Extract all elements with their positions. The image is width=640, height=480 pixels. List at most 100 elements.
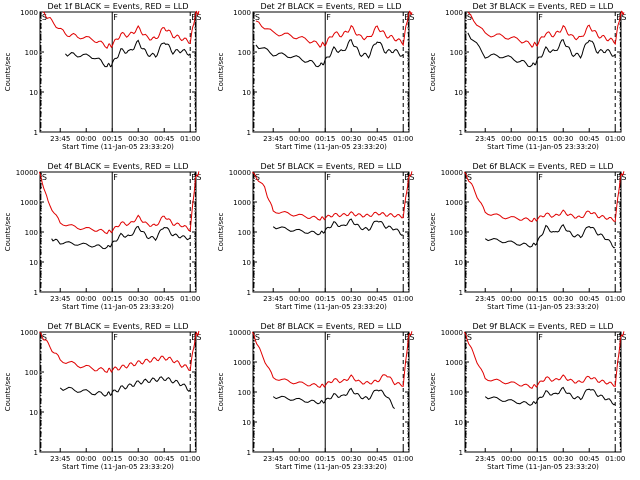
x-tick-label: 23:45 [263,295,283,303]
panel-title: Det 9f BLACK = Events, RED = LLD [472,322,613,331]
x-tick-label: 23:45 [50,135,70,143]
y-tick-label: 100 [450,389,463,397]
x-tick-label: 00:30 [128,135,148,143]
x-tick-label: 01:00 [393,455,413,463]
events-series-line [467,32,616,68]
y-axis-label: Counts/sec [217,373,225,412]
x-tick-label: 23:45 [475,135,495,143]
x-tick-label: 00:45 [579,455,599,463]
panel-title: Det 4f BLACK = Events, RED = LLD [47,162,188,171]
x-tick-label: 00:45 [154,455,174,463]
y-tick-label: 10000 [441,329,463,337]
events-series-line [484,224,616,249]
panel-7: Det 7f BLACK = Events, RED = LLD Counts/s… [4,322,202,471]
event-marker-label: S [409,173,414,182]
event-marker-label: E [191,333,196,342]
y-tick-label: 1 [459,129,463,137]
x-tick-label: 00:00 [501,295,521,303]
plot-frame [464,331,622,453]
event-marker-label: F [113,333,118,342]
x-tick-label: 00:15 [315,135,335,143]
x-axis-label: Start Time (11-Jan-05 23:33:20) [62,143,174,151]
y-tick-label: 100 [238,49,251,57]
event-marker-label: F [538,173,543,182]
y-tick-label: 10 [242,419,251,427]
y-tick-label: 10 [29,89,38,97]
y-axis-label: Counts/sec [4,373,12,412]
event-marker-label: F [113,13,118,22]
plot-frame [252,331,410,453]
x-tick-label: 01:00 [180,295,200,303]
x-tick-label: 00:15 [315,455,335,463]
y-tick-label: 10 [29,409,38,417]
x-tick-label: 23:45 [50,455,70,463]
event-marker-label: E [616,13,621,22]
lld-series-line [251,331,413,389]
x-axis-label: Start Time (11-Jan-05 23:33:20) [275,143,387,151]
event-marker-label: S [42,333,47,342]
x-tick-label: 23:45 [475,295,495,303]
lld-series-line [42,10,200,49]
x-axis-label: Start Time (11-Jan-05 23:33:20) [487,303,599,311]
panel-title: Det 6f BLACK = Events, RED = LLD [472,162,613,171]
y-tick-label: 100 [25,369,38,377]
event-marker-label: S [467,333,472,342]
event-marker-label: S [621,333,626,342]
x-tick-label: 00:30 [341,295,361,303]
y-tick-label: 10000 [441,169,463,177]
y-tick-label: 1000 [233,199,251,207]
event-marker-label: F [113,173,118,182]
x-axis-label: Start Time (11-Jan-05 23:33:20) [62,463,174,471]
y-axis-label: Counts/sec [429,373,437,412]
panel-title: Det 7f BLACK = Events, RED = LLD [47,322,188,331]
events-series-line [484,386,616,406]
x-tick-label: 00:15 [315,295,335,303]
x-tick-label: 00:45 [367,455,387,463]
y-tick-label: 1 [34,129,38,137]
plot-frame [39,171,197,293]
panel-6: Det 6f BLACK = Events, RED = LLD Counts/s… [429,162,627,311]
y-tick-label: 10 [242,259,251,267]
x-tick-label: 00:15 [102,295,122,303]
panel-1: Det 1f BLACK = Events, RED = LLD Counts/s… [4,2,202,151]
event-marker-label: S [42,173,47,182]
events-series-line [272,387,395,409]
x-tick-label: 00:45 [154,135,174,143]
x-tick-label: 01:00 [180,135,200,143]
x-tick-label: 00:00 [501,135,521,143]
x-tick-label: 01:00 [393,135,413,143]
y-tick-label: 100 [450,49,463,57]
event-marker-label: S [196,173,201,182]
x-tick-label: 00:15 [102,135,122,143]
y-tick-label: 100 [25,49,38,57]
y-tick-label: 1000 [445,199,463,207]
event-marker-label: S [409,13,414,22]
y-tick-label: 100 [238,389,251,397]
plot-frame [252,171,410,293]
events-series-line [65,39,191,68]
x-tick-label: 00:45 [154,295,174,303]
y-tick-label: 1 [459,449,463,457]
x-tick-label: 00:30 [553,135,573,143]
x-tick-label: 00:15 [527,455,547,463]
plot-frame [39,331,197,453]
x-tick-label: 00:15 [527,135,547,143]
y-tick-label: 10000 [229,329,251,337]
event-marker-label: S [621,173,626,182]
y-axis-label: Counts/sec [217,53,225,92]
y-tick-label: 100 [238,229,251,237]
x-tick-label: 01:00 [180,455,200,463]
y-tick-label: 1000 [20,329,38,337]
x-tick-label: 00:00 [501,455,521,463]
x-tick-label: 00:30 [341,455,361,463]
plot-frame [464,171,622,293]
x-tick-label: 23:45 [263,135,283,143]
y-axis-label: Counts/sec [4,213,12,252]
event-marker-label: F [538,13,543,22]
event-marker-label: F [538,333,543,342]
panel-title: Det 1f BLACK = Events, RED = LLD [47,2,188,11]
x-tick-label: 00:30 [553,455,573,463]
x-tick-label: 01:00 [393,295,413,303]
plot-frame [39,11,197,133]
x-tick-label: 00:00 [289,295,309,303]
